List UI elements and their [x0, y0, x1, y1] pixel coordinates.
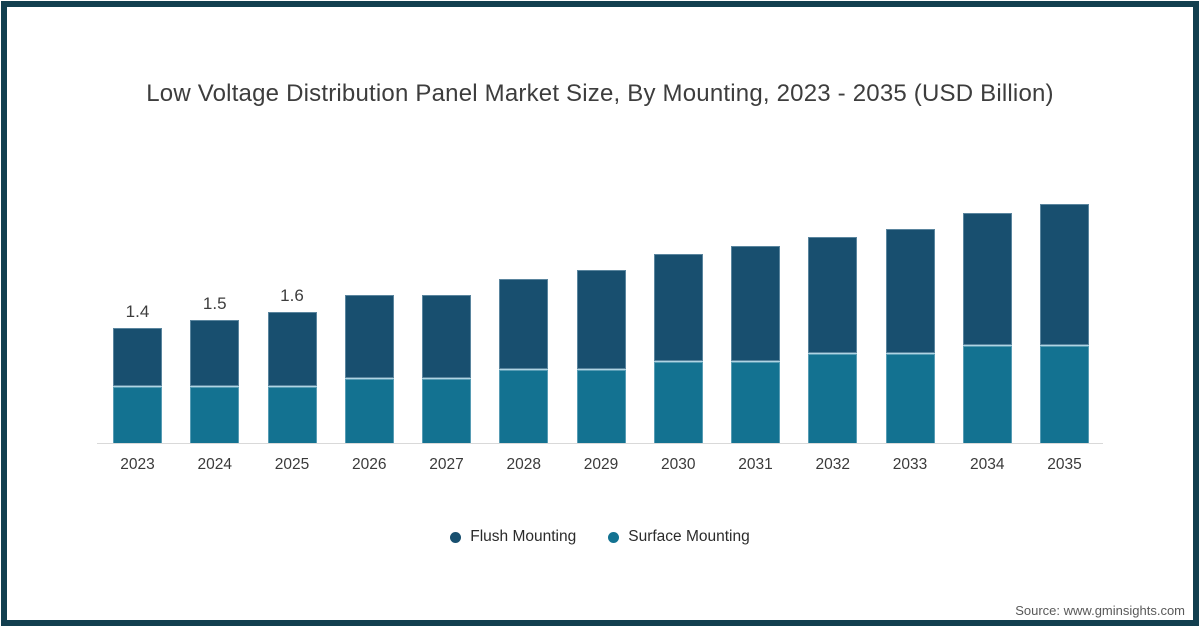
bar-segment-surface-mounting-2034 [962, 344, 1012, 444]
bar-segment-flush-mounting-2023 [113, 328, 162, 386]
x-tick-label-2028: 2028 [506, 456, 541, 473]
bar-segment-surface-mounting-2023 [113, 385, 162, 444]
x-tick-label-2025: 2025 [274, 456, 310, 473]
x-tick-label-2031: 2031 [738, 456, 773, 473]
bar-segment-surface-mounting-2025 [267, 385, 317, 444]
bar-segment-surface-mounting-2028 [499, 369, 549, 444]
x-tick-label-2024: 2024 [197, 456, 232, 473]
bar-segment-surface-mounting-2029 [576, 369, 626, 444]
bar-segment-flush-mounting-2026 [344, 295, 394, 378]
bar-segment-surface-mounting-2033 [885, 352, 935, 444]
x-tick-label-2032: 2032 [815, 456, 850, 473]
bar-segment-surface-mounting-2027 [422, 377, 471, 444]
x-tick-label-2023: 2023 [120, 456, 155, 473]
bar-segment-flush-mounting-2030 [653, 253, 703, 361]
bar-segment-flush-mounting-2035 [1040, 204, 1089, 345]
legend-dot-icon [608, 531, 620, 543]
bar-segment-surface-mounting-2035 [1040, 344, 1089, 444]
bar-segment-flush-mounting-2034 [962, 212, 1012, 345]
x-tick-label-2029: 2029 [583, 456, 619, 473]
bar-segment-flush-mounting-2029 [576, 270, 626, 370]
bar-value-label-2025: 1.6 [280, 285, 304, 305]
chart-title: Low Voltage Distribution Panel Market Si… [146, 80, 1054, 107]
x-tick-label-2026: 2026 [352, 456, 387, 473]
bar-segment-flush-mounting-2024 [190, 319, 240, 386]
bar-segment-flush-mounting-2025 [267, 311, 317, 386]
x-tick-label-2035: 2035 [1047, 456, 1082, 473]
legend-item-flush-mounting: Flush Mounting [450, 528, 576, 546]
x-tick-label-2034: 2034 [970, 456, 1005, 473]
bar-segment-surface-mounting-2024 [190, 385, 240, 444]
bar-segment-flush-mounting-2033 [885, 229, 935, 353]
legend: Flush Mounting Surface Mounting [0, 528, 1200, 546]
x-tick-label-2027: 2027 [429, 456, 464, 473]
legend-dot-icon [450, 531, 462, 543]
bar-segment-surface-mounting-2032 [808, 352, 858, 444]
bar-value-label-2024: 1.5 [202, 293, 227, 313]
legend-label: Surface Mounting [628, 528, 750, 545]
legend-item-surface-mounting: Surface Mounting [608, 528, 750, 546]
bar-segment-surface-mounting-2030 [653, 361, 703, 444]
bar-segment-flush-mounting-2032 [808, 237, 858, 353]
bar-value-label-2023: 1.4 [125, 302, 150, 321]
bar-segment-surface-mounting-2031 [731, 361, 780, 444]
bar-segment-flush-mounting-2027 [422, 295, 471, 378]
x-axis-line [97, 443, 1103, 444]
bar-segment-flush-mounting-2031 [731, 245, 780, 361]
bar-segment-flush-mounting-2028 [499, 278, 549, 370]
source-credit: Source: www.gminsights.com [1015, 603, 1185, 618]
x-tick-label-2030: 2030 [661, 456, 696, 473]
legend-label: Flush Mounting [470, 528, 577, 545]
x-tick-label-2033: 2033 [892, 456, 928, 473]
bar-segment-surface-mounting-2026 [344, 377, 394, 444]
